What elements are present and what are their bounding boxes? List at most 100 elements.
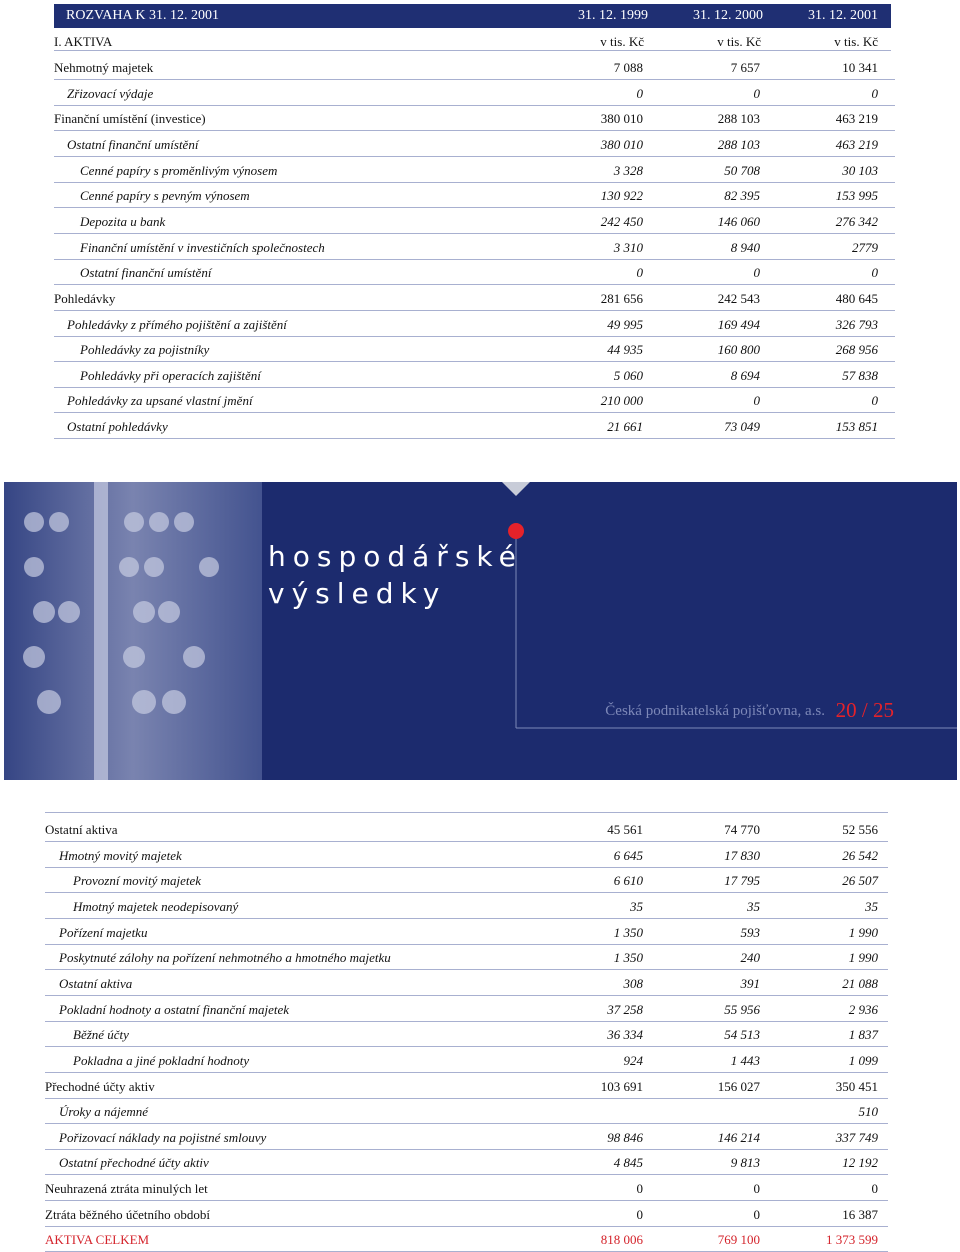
cell-value: 480 645 [835,290,878,306]
row-label: Cenné papíry s proměnlivým výnosem [80,162,278,178]
table-row: Depozita u bank 242 450 146 060 276 342 [54,208,895,234]
row-label: AKTIVA CELKEM [45,1232,150,1248]
row-label: Pohledávky při operacích zajištění [80,367,261,383]
row-label: Pohledávky za upsané vlastní jmění [67,393,253,409]
company: Česká podnikatelská pojišťovna, a.s. [605,703,825,719]
table-row: Nehmotný majetek 7 088 7 657 10 341 [54,54,895,80]
cell-value: 0 [871,1181,879,1197]
table-row: Pořízení majetku 1 350 593 1 990 [45,919,888,945]
cell-value: 0 [636,265,644,281]
cell-value: 16 387 [842,1206,878,1222]
cell-value: 6 645 [613,847,643,863]
row-label: Provozní movitý majetek [73,873,202,889]
cell-value: 50 708 [724,162,760,178]
cell-value: 98 846 [607,1129,643,1145]
table-row: Ostatní pohledávky 21 661 73 049 153 851 [54,413,895,440]
row-label: Finanční umístění v investičních společn… [80,239,325,255]
table-row: Hmotný majetek neodepisovaný 35 35 35 [45,893,888,919]
cell-value: 288 103 [717,136,760,152]
cell-value: 1 990 [848,924,878,940]
cell-value: 7 088 [613,60,643,75]
row-label: Pořízení majetku [59,924,148,940]
row-label: Hmotný movitý majetek [59,847,182,863]
cell-value: 49 995 [607,316,643,332]
cell-value: 380 010 [600,136,643,152]
row-label: Finanční umístění (investice) [54,111,206,127]
cell-value: 54 513 [724,1027,760,1043]
row-label: Neuhrazená ztráta minulých let [45,1181,208,1197]
cell-value: 463 219 [835,136,878,152]
page-number: 20 / 25 [835,698,894,722]
cell-value: 26 507 [842,873,878,889]
cell-value: 73 049 [724,419,760,435]
cell-value: 0 [753,1181,761,1197]
cell-value: 1 350 [613,950,643,966]
table-row: Pohledávky 281 656 242 543 480 645 [54,285,895,311]
cell-value: 308 [623,975,644,991]
cell-value: 0 [871,393,879,409]
cell-value: 924 [623,1052,644,1068]
row-label: Ostatní pohledávky [67,419,168,435]
unit: v tis. Kč [717,34,761,49]
row-label: Ztráta běžného účetního období [45,1206,210,1222]
row-label: Ostatní finanční umístění [67,136,199,152]
cell-value: 8 940 [730,239,760,255]
cell-value: 0 [636,1206,644,1222]
table-row: Cenné papíry s proměnlivým výnosem 3 328 5… [54,157,895,183]
row-label: Pohledávky za pojistníky [80,342,210,358]
cell-value: 8 694 [730,367,760,383]
cell-value: 3 310 [613,239,643,255]
cell-value: 35 [865,898,878,914]
banner-title: výsledky [268,577,447,610]
table-row: Úroky a nájemné 510 [45,1098,888,1125]
cell-value: 146 214 [717,1129,760,1145]
header-bar: ROZVAHA K 31. 12. 2001 31. 12. 1999 31. … [54,4,891,28]
table-row: Ostatní aktiva 308 391 21 088 [45,970,888,996]
row-label: Poskytnuté zálohy na pořízení nehmotného… [59,950,391,966]
table-row: Poskytnuté zálohy na pořízení nehmotného… [45,944,888,971]
table-row: Ostatní aktiva 45 561 74 770 52 556 [45,816,888,842]
cell-value: 380 010 [600,111,643,127]
row-label: Pokladna a jiné pokladní hodnoty [73,1052,250,1068]
cell-value: 0 [871,85,879,101]
cell-value: 0 [753,393,761,409]
cell-value: 30 103 [842,162,878,178]
cell-value: 21 661 [607,419,643,435]
cell-value: 242 543 [717,290,760,306]
column-head: 31. 12. 2000 [693,8,763,23]
row-label: Pohledávky z přímého pojištění a zajiště… [67,316,287,332]
table-row: Provozní movitý majetek 6 610 17 795 26 507 [45,867,888,894]
cell-value: 36 334 [607,1027,643,1043]
row-label: Depozita u bank [80,213,166,229]
cell-value: 210 000 [600,393,643,409]
cell-value: 17 795 [724,873,760,889]
cell-value: 5 060 [613,367,643,383]
row-label: Zřizovací výdaje [67,85,154,101]
units-row: I. AKTIVA v tis. Kč v tis. Kč v tis. Kč [54,30,891,51]
cell-value: 35 [630,898,643,914]
cell-value: 12 192 [842,1155,878,1171]
row-label: Ostatní přechodné účty aktiv [59,1155,209,1171]
cell-value: 391 [740,975,761,991]
cell-value: 9 813 [730,1155,760,1171]
cell-value: 45 561 [607,822,643,837]
row-label: Pořizovací náklady na pojistné smlouvy [59,1129,267,1145]
cell-value: 0 [636,85,644,101]
table-row: Zřizovací výdaje 0 0 0 [54,80,895,106]
row-label: Pohledávky [54,290,116,306]
cell-value: 10 341 [842,60,878,75]
table-row: Pokladní hodnoty a ostatní finanční maje… [45,996,888,1022]
cell-value: 55 956 [724,1001,760,1017]
cell-value: 57 838 [842,367,878,383]
banner-title: hospodářské [268,540,523,573]
table-row: Běžné účty 36 334 54 513 1 837 [45,1021,888,1048]
section: I. AKTIVA [54,34,113,49]
cell-value: 1 099 [848,1052,878,1068]
table-row: AKTIVA CELKEM 818 006 769 100 1 373 599 [45,1226,888,1252]
cell-value: 7 657 [730,60,760,75]
table-row: Přechodné účty aktiv 103 691 156 027 350 45… [45,1073,888,1099]
cell-value: 1 350 [613,924,643,940]
cell-value: 268 956 [835,342,878,358]
row-label: Ostatní finanční umístění [80,265,212,281]
cell-value: 1 373 599 [826,1232,878,1248]
